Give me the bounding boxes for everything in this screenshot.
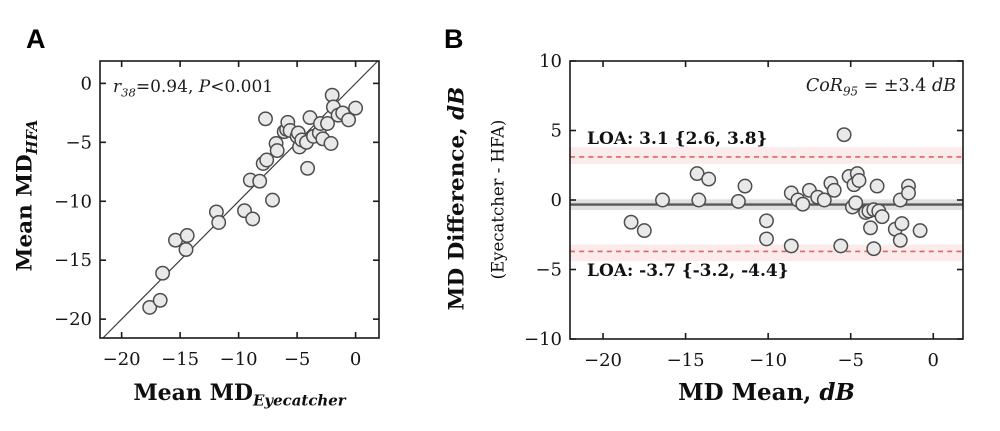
panel-b-cor95-annotation: CoR95 = ±3.4 dB <box>805 76 956 99</box>
axis-ticks <box>100 61 379 338</box>
panel-b-x-axis-label: MD Mean, dB <box>678 379 855 406</box>
x-tick-labels: −20 −15 −10 −5 0 <box>584 350 939 371</box>
y-tick-label: −20 <box>54 309 92 330</box>
data-point <box>892 232 908 248</box>
data-point <box>851 173 867 188</box>
data-point <box>730 193 746 209</box>
panel-a: −20 −15 −10 −5 0 0 −5 −10 −15 −20 <box>54 60 380 370</box>
data-point <box>655 192 670 208</box>
panel-b-y-axis-label: MD Difference, dB <box>444 86 470 311</box>
data-points <box>623 127 928 257</box>
loa-upper-ci-band <box>570 147 963 164</box>
data-point <box>874 209 890 225</box>
data-point <box>826 182 842 198</box>
data-point <box>737 178 753 194</box>
data-point <box>179 228 195 243</box>
data-point <box>816 192 832 208</box>
x-tick-label: −20 <box>584 350 622 371</box>
loa-ci-bands <box>570 147 963 262</box>
panel-a-correlation-annotation: r38=0.94, P<0.001 <box>113 77 274 100</box>
x-tick-label: −5 <box>837 350 864 371</box>
panel-b-loa-lower-label: LOA: -3.7 {-3.2, -4.4} <box>587 261 789 281</box>
data-point <box>269 143 285 159</box>
data-point <box>320 116 335 131</box>
data-point <box>869 178 885 194</box>
data-point <box>833 238 849 254</box>
y-tick-labels: 10 5 0 −5 −10 <box>524 51 562 350</box>
x-tick-labels: −20 −15 −10 −5 0 <box>103 349 362 370</box>
data-point <box>142 299 158 315</box>
data-point <box>211 215 227 230</box>
panel-b-loa-upper-label: LOA: 3.1 {2.6, 3.8} <box>587 129 768 149</box>
data-point <box>300 160 316 176</box>
data-point <box>866 241 882 257</box>
data-point <box>155 265 171 281</box>
y-tick-label: −5 <box>65 132 92 153</box>
x-tick-label: −20 <box>103 349 141 370</box>
data-points <box>142 87 364 315</box>
data-point <box>152 292 168 308</box>
panel-b-y-axis-sublabel: (Eyecatcher - HFA) <box>488 119 508 280</box>
data-point <box>252 173 268 189</box>
y-tick-labels: 0 −5 −10 −15 −20 <box>54 73 92 330</box>
data-point <box>836 127 852 143</box>
data-point <box>623 214 639 230</box>
data-point <box>259 152 275 168</box>
panel-a-x-axis-label: Mean MDEyecatcher <box>133 380 346 410</box>
data-point <box>894 216 910 232</box>
x-tick-label: −15 <box>161 349 199 370</box>
axis-ticks <box>570 60 963 340</box>
y-tick-label: −10 <box>54 191 92 212</box>
data-point <box>759 213 774 229</box>
data-point <box>636 223 652 239</box>
y-tick-label: −10 <box>524 329 562 350</box>
x-tick-label: −10 <box>749 350 787 371</box>
data-point <box>795 196 811 212</box>
x-tick-label: −5 <box>284 349 311 370</box>
data-point <box>178 242 194 258</box>
data-point <box>783 238 799 254</box>
y-tick-label: 0 <box>81 73 92 94</box>
data-point <box>258 111 273 127</box>
data-point <box>901 185 916 201</box>
x-tick-label: −10 <box>220 349 258 370</box>
data-point <box>245 211 261 227</box>
y-tick-label: −5 <box>535 260 562 281</box>
y-tick-label: 5 <box>551 121 562 142</box>
data-point <box>848 195 864 211</box>
data-point <box>265 192 280 208</box>
x-tick-label: 0 <box>350 349 361 370</box>
data-point <box>863 220 878 236</box>
y-tick-label: −15 <box>54 250 92 271</box>
panel-b-letter: B <box>444 24 464 54</box>
x-tick-label: 0 <box>928 350 939 371</box>
loa-lower-ci-band <box>570 244 963 262</box>
y-tick-label: 10 <box>539 51 562 72</box>
data-point <box>701 171 717 187</box>
data-point <box>348 100 364 116</box>
plot-frame <box>99 60 380 339</box>
data-point <box>912 223 928 239</box>
data-point <box>759 231 774 247</box>
data-point <box>691 192 707 208</box>
x-tick-label: −15 <box>667 350 705 371</box>
panel-a-y-axis-label: Mean MDHFA <box>12 119 41 272</box>
data-point <box>323 136 339 151</box>
data-point <box>341 112 357 128</box>
y-tick-label: 0 <box>551 190 562 211</box>
panel-b: −20 −15 −10 −5 0 10 5 0 −5 −10 <box>524 51 964 371</box>
panel-a-letter: A <box>26 24 46 54</box>
